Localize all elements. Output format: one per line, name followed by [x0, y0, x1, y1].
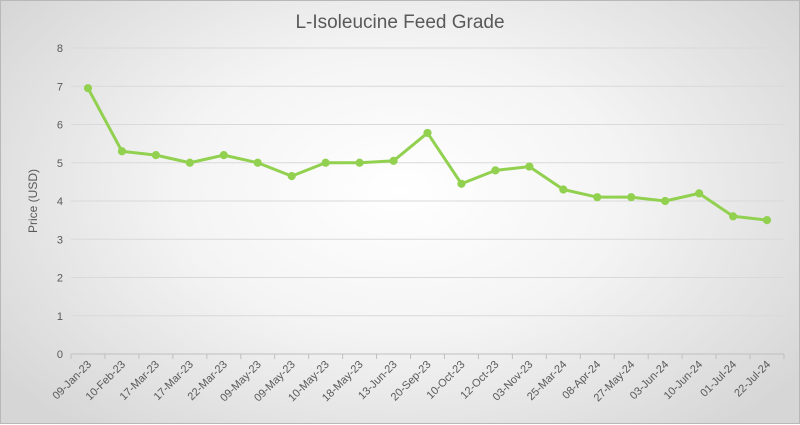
data-point [593, 193, 602, 202]
data-point [457, 179, 466, 188]
data-point [83, 84, 93, 93]
data-point [525, 162, 534, 171]
y-tick-label: 1 [57, 311, 63, 323]
data-point [253, 158, 262, 167]
data-point [559, 185, 568, 194]
data-point [185, 158, 194, 167]
chart-title: L-Isoleucine Feed Grade [295, 12, 505, 33]
data-point [423, 128, 432, 138]
data-point [219, 151, 228, 160]
y-tick-label: 5 [57, 158, 63, 170]
data-point [661, 196, 670, 206]
y-axis-title: Price (USD) [26, 169, 40, 233]
data-point [389, 156, 398, 165]
y-tick-label: 3 [57, 234, 63, 246]
data-point [491, 166, 500, 175]
x-tick-label: 01-Jul-24 [698, 359, 739, 400]
data-point [355, 158, 364, 167]
y-tick-label: 6 [57, 120, 63, 132]
data-point [728, 212, 738, 221]
data-point [762, 216, 772, 225]
data-point [627, 193, 636, 202]
y-tick-label: 7 [57, 81, 63, 93]
x-tick-label: 22-Jul-24 [732, 359, 773, 400]
y-tick-label: 8 [57, 43, 63, 55]
data-point [117, 147, 127, 156]
data-point [321, 158, 330, 167]
data-point [287, 172, 296, 181]
data-point [695, 189, 704, 198]
y-tick-label: 0 [57, 349, 63, 361]
data-point [151, 151, 160, 160]
y-tick-label: 2 [57, 273, 63, 285]
y-tick-label: 4 [57, 196, 63, 208]
